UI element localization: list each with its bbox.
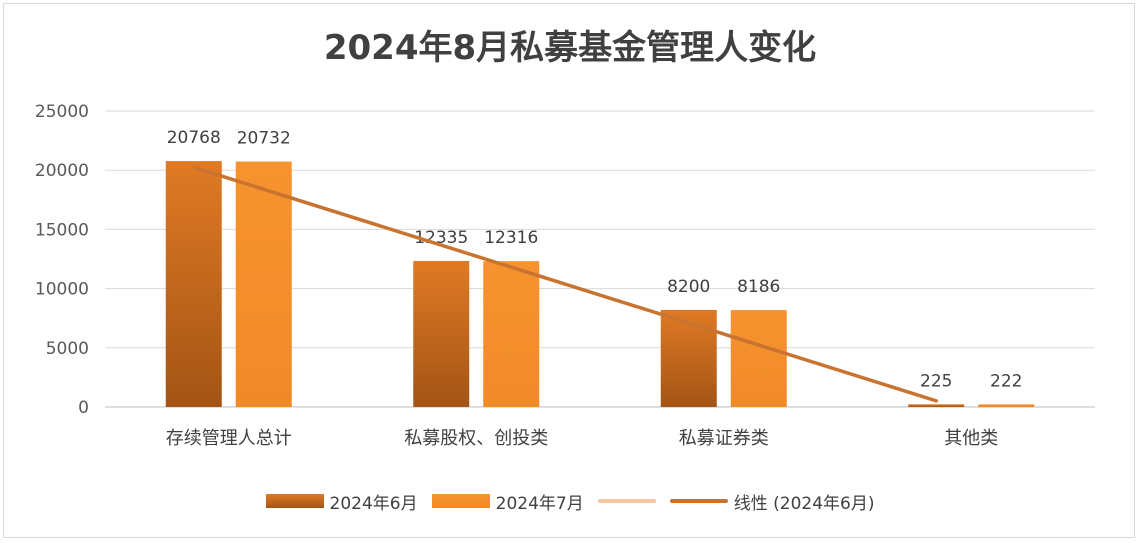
bar — [978, 404, 1035, 407]
data-label: 20732 — [237, 129, 291, 149]
legend-label-series-2: 2024年7月 — [495, 493, 584, 514]
legend-item-trendline: 线性 (2024年6月) — [669, 489, 875, 514]
x-tick-label: 其他类 — [944, 428, 998, 449]
legend-item-extra-line — [597, 499, 656, 503]
legend-label-trendline: 线性 (2024年6月) — [733, 493, 875, 514]
legend-swatch-extra-line — [597, 499, 656, 503]
bar — [235, 161, 292, 407]
data-label: 20768 — [167, 128, 221, 148]
data-label: 8200 — [667, 277, 710, 297]
bar — [730, 310, 787, 407]
x-tick-label: 存续管理人总计 — [166, 428, 292, 449]
data-label: 12335 — [414, 228, 468, 248]
legend-swatch-series-1 — [265, 494, 324, 508]
bar — [483, 261, 540, 407]
legend-swatch-trendline — [669, 499, 728, 503]
legend-item-series-1: 2024年6月 — [265, 489, 418, 514]
y-tick-label: 10000 — [35, 280, 89, 300]
data-label: 222 — [990, 371, 1022, 391]
data-label: 12316 — [484, 228, 538, 248]
y-tick-label: 25000 — [35, 102, 89, 122]
y-tick-label: 5000 — [46, 339, 89, 359]
x-tick-label: 私募股权、创投类 — [404, 428, 548, 449]
bar — [413, 260, 470, 407]
legend-label-series-1: 2024年6月 — [329, 493, 418, 514]
trendline — [192, 165, 938, 403]
y-tick-label: 0 — [78, 398, 89, 418]
x-tick-label: 私募证券类 — [679, 428, 769, 449]
bar — [165, 161, 222, 407]
legend: 2024年6月 2024年7月 线性 (2024年6月) — [0, 488, 1140, 514]
y-tick-label: 15000 — [35, 220, 89, 240]
legend-item-series-2: 2024年7月 — [431, 489, 584, 514]
y-tick-label: 20000 — [35, 161, 89, 181]
legend-swatch-series-2 — [431, 494, 490, 508]
data-label: 225 — [920, 371, 952, 391]
data-label: 8186 — [737, 277, 780, 297]
bar — [908, 404, 965, 407]
bar — [660, 309, 717, 407]
chart-title: 2024年8月私募基金管理人变化 — [323, 28, 817, 68]
